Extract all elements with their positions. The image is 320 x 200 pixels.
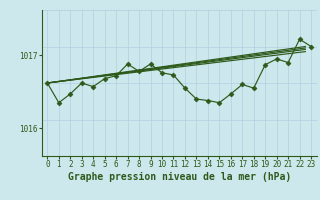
X-axis label: Graphe pression niveau de la mer (hPa): Graphe pression niveau de la mer (hPa) xyxy=(68,172,291,182)
